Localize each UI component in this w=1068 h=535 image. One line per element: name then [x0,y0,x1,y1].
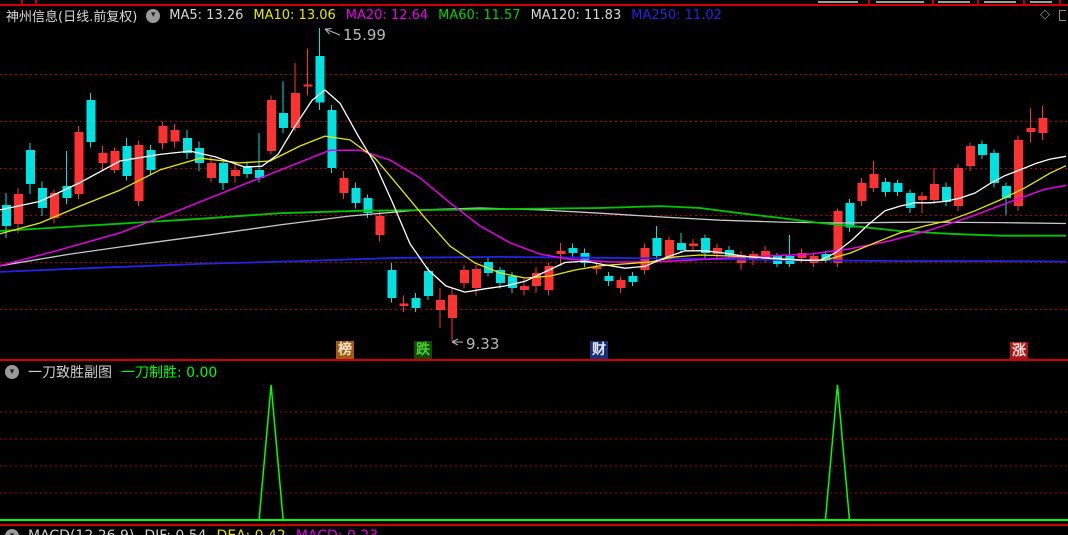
toolbar-fragment [1059,0,1061,6]
ma-value-ma10: MA10: 13.06 [253,8,336,23]
ma-value-ma120: MA120: 11.83 [530,8,622,23]
diamond-icon[interactable]: ◇ [1040,7,1050,22]
watermark-char: 涨 [1010,342,1028,360]
ma-value-ma250: MA250: 11.02 [631,8,722,23]
ma-line-ma5 [0,89,1067,293]
macd-value-dea: DEA: 0.42 [217,528,286,535]
ma-value-ma20: MA20: 12.64 [345,8,429,23]
indicator-gridlines [0,411,1068,494]
collapse-icon[interactable]: ▾ [5,529,19,535]
toolbar-fragment [1023,0,1025,6]
toolbar-fragment [876,1,924,3]
chevron-down-icon: ▾ [9,366,15,377]
ma-line-ma20 [0,149,1067,267]
macd-values: MACD(12,26,9) DIF: 0.54 DEA: 0.42 MACD: 0.2… [28,528,378,535]
main-gridlines [0,74,1068,311]
svg-text:15.99: 15.99 [343,26,386,44]
svg-text:9.33: 9.33 [466,335,499,353]
indicator-header: ▾ 一刀致胜副图 一刀制胜: 0.00 [5,363,217,381]
indicator-value: 一刀制胜: 0.00 [121,365,218,381]
ma-line-ma120 [0,207,1067,267]
toolbar-fragment [818,1,858,3]
toolbar-fragment-icon [1059,10,1066,21]
macd-value-macd: MACD: 0.23 [296,528,378,535]
collapse-icon[interactable]: ▾ [146,8,161,23]
ma-line-ma250 [0,255,1067,273]
chevron-down-icon: ▾ [151,10,156,20]
ma-value-ma60: MA60: 11.57 [438,8,521,23]
toolbar-fragment [1030,1,1052,3]
macd-statusbar: ▾ MACD(12,26,9) DIF: 0.54 DEA: 0.42 MACD: 0… [5,527,378,535]
chart-title: 神州信息(日线.前复权) [6,10,138,25]
indicator-series-line [6,384,1043,521]
ma-lines-layer [0,89,1067,293]
ma-values: MA5: 13.26 MA10: 13.06 MA20: 12.64 MA60: 11… [169,8,722,23]
toolbar-fragment [938,1,970,3]
toolbar-fragment [977,0,979,6]
indicator-title: 一刀致胜副图 [28,365,112,381]
ma-line-ma60 [0,205,1066,237]
chevron-down-icon: ▾ [10,531,15,535]
collapse-icon[interactable]: ▾ [5,365,19,379]
macd-value-dif: DIF: 0.54 [144,528,206,535]
macd-params: MACD(12,26,9) [28,528,134,535]
annotations-layer: 15.99 9.33 [324,26,499,353]
toolbar-fragment [984,1,1016,3]
main-chart-header: 神州信息(日线.前复权) ▾ MA5: 13.26 MA10: 13.06 MA20… [6,7,722,25]
watermark-char: 财 [590,341,608,359]
ma-line-ma10 [0,135,1067,279]
panel-divider [0,359,1068,361]
watermark-char: 跌 [414,341,432,359]
toolbar-bottom-border [0,4,1068,6]
ma-value-ma5: MA5: 13.26 [169,8,244,23]
toolbar-fragment [932,0,934,6]
toolbar-fragment [868,0,870,6]
toolbar-fragment [21,0,23,5]
indicator-bottom-border [0,524,1068,526]
watermark-char: 榜 [336,341,354,359]
toolbar-fragment [35,0,37,5]
